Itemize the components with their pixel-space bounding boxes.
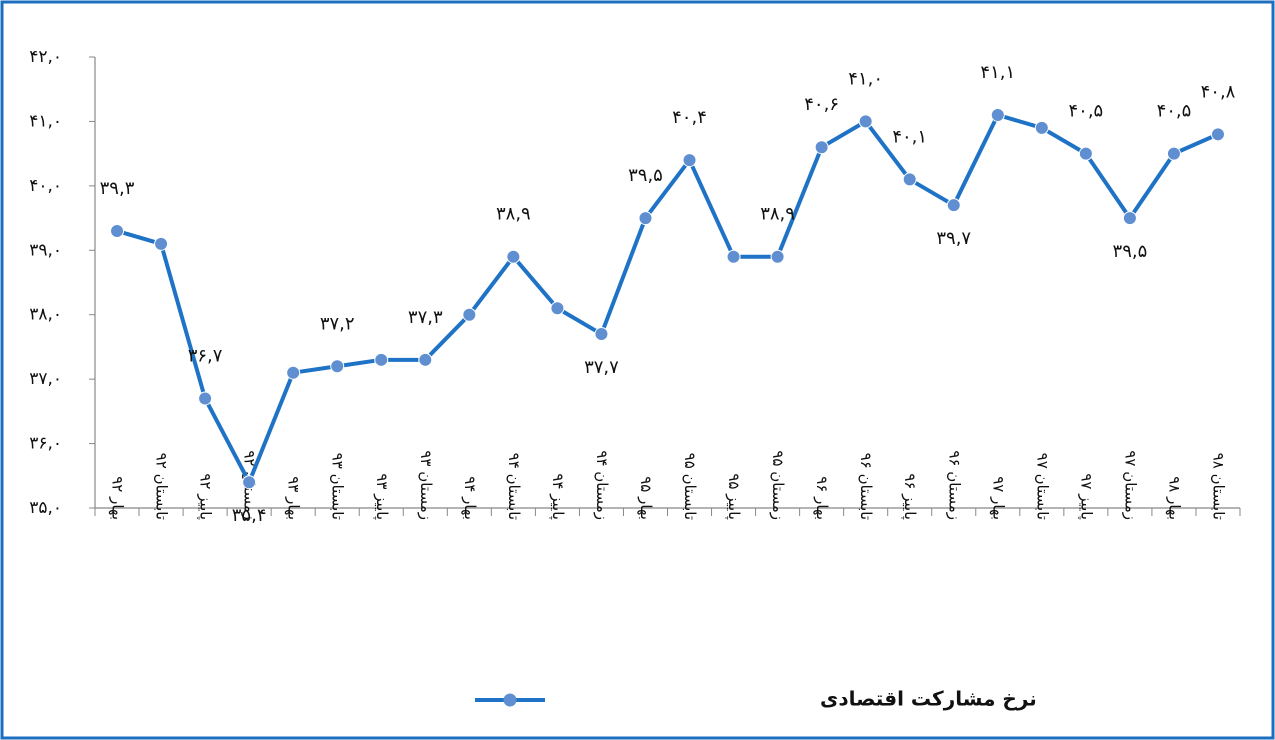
- y-tick-label: ۴۰,۰: [29, 176, 62, 196]
- x-tick-label: بهار ۹۲: [109, 476, 127, 520]
- y-tick-label: ۴۱,۰: [29, 111, 62, 131]
- x-tick-label: بهار ۹۴: [461, 476, 479, 520]
- data-label: ۴۰,۵: [1157, 101, 1192, 122]
- y-tick-label: ۳۸,۰: [29, 305, 62, 325]
- point: [462, 307, 477, 322]
- point: [814, 140, 829, 155]
- point: [1122, 211, 1137, 226]
- data-label: ۳۷,۲: [320, 313, 355, 334]
- point: [198, 391, 213, 406]
- data-label: ۳۶,۷: [188, 345, 223, 366]
- point: [330, 359, 345, 374]
- y-tick-label: ۳۵,۰: [29, 498, 62, 518]
- point: [682, 153, 697, 168]
- data-label: ۴۱,۰: [848, 68, 883, 89]
- x-tick-label: تابستان ۹۵: [681, 453, 699, 520]
- data-label: ۳۸,۹: [760, 204, 795, 225]
- point: [902, 172, 917, 187]
- x-tick-label: پاییز ۹۶: [900, 473, 919, 520]
- x-tick-label: بهار ۹۶: [813, 476, 831, 520]
- point: [110, 223, 125, 238]
- x-tick-label: زمستان ۹۳: [417, 450, 435, 520]
- data-label: ۴۰,۶: [804, 94, 839, 115]
- data-label: ۳۹,۳: [100, 178, 135, 199]
- point: [990, 107, 1005, 122]
- x-tick-label: تابستان ۹۲: [153, 453, 171, 520]
- point: [594, 327, 609, 342]
- x-tick-label: تابستان ۹۷: [1033, 453, 1051, 520]
- data-label: ۳۷,۷: [584, 357, 619, 378]
- point: [286, 365, 301, 380]
- series-line: [116, 112, 1219, 485]
- data-label: ۳۹,۵: [628, 165, 663, 186]
- x-tick-label: تابستان ۹۸: [1209, 453, 1227, 520]
- x-tick-label: پاییز ۹۵: [724, 473, 743, 520]
- x-tick-label: بهار ۹۷: [989, 476, 1007, 520]
- x-tick-label: زمستان ۹۴: [593, 450, 611, 520]
- x-tick-label: زمستان ۹۵: [769, 450, 787, 520]
- data-label: ۳۵,۴: [232, 505, 267, 526]
- x-tick-label: بهار ۹۵: [637, 476, 655, 520]
- x-tick-label: بهار ۹۸: [1165, 476, 1183, 520]
- x-tick-label: زمستان ۹۶: [945, 450, 963, 520]
- y-tick-label: ۳۹,۰: [29, 240, 62, 260]
- data-label: ۴۰,۸: [1201, 81, 1236, 102]
- point: [550, 301, 565, 316]
- x-tick-label: تابستان ۹۴: [505, 453, 523, 520]
- legend-marker: [503, 693, 517, 707]
- data-label: ۴۰,۴: [672, 107, 707, 128]
- data-label: ۴۰,۵: [1068, 101, 1103, 122]
- point: [858, 114, 873, 129]
- point: [726, 249, 741, 264]
- y-tick-label: ۳۷,۰: [29, 369, 62, 389]
- point: [374, 352, 389, 367]
- data-label: ۴۰,۱: [892, 126, 927, 147]
- x-tick-label: زمستان ۹۷: [1121, 450, 1139, 520]
- point: [242, 475, 257, 490]
- point: [418, 352, 433, 367]
- data-label: ۳۹,۵: [1113, 241, 1148, 262]
- point: [638, 211, 653, 226]
- data-label: ۳۷,۳: [408, 307, 443, 328]
- x-tick-label: پاییز ۹۴: [548, 473, 567, 520]
- data-label: ۳۹,۷: [936, 228, 971, 249]
- x-tick-label: پاییز ۹۲: [196, 473, 215, 520]
- x-tick-label: پاییز ۹۳: [372, 473, 391, 520]
- point: [770, 249, 785, 264]
- y-tick-label: ۴۲,۰: [29, 47, 62, 67]
- legend-label: نرخ مشارکت اقتصادی: [820, 687, 1037, 711]
- point: [1166, 146, 1181, 161]
- x-tick-label: پاییز ۹۷: [1076, 473, 1095, 520]
- data-label: ۴۱,۱: [980, 62, 1015, 83]
- point: [506, 249, 521, 264]
- data-label: ۳۸,۹: [496, 204, 531, 225]
- x-tick-label: تابستان ۹۶: [857, 453, 875, 520]
- point: [154, 236, 169, 251]
- point: [1210, 127, 1225, 142]
- point: [1034, 120, 1049, 135]
- point: [946, 198, 961, 213]
- y-tick-label: ۳۶,۰: [29, 434, 62, 454]
- point: [1078, 146, 1093, 161]
- x-tick-label: تابستان ۹۳: [329, 453, 347, 520]
- x-tick-label: بهار ۹۳: [285, 476, 303, 520]
